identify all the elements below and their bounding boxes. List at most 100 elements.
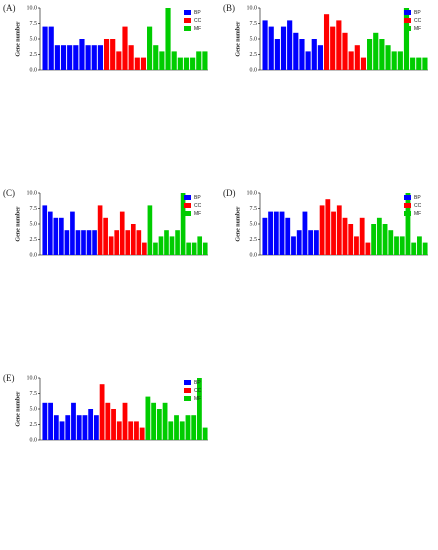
bar <box>376 217 382 255</box>
legend-label: BP <box>194 10 201 16</box>
bar <box>79 39 85 70</box>
y-tick-label: 10.0 <box>247 190 258 196</box>
legend-label: CC <box>414 18 422 24</box>
bar <box>158 236 164 255</box>
bar <box>134 57 140 70</box>
legend-swatch <box>184 195 191 200</box>
panel-label: (E) <box>3 373 15 383</box>
legend-label: BP <box>194 380 201 386</box>
bar <box>116 51 122 70</box>
bar <box>174 415 179 440</box>
bar <box>153 45 159 70</box>
bar <box>397 51 403 70</box>
bar <box>202 427 208 440</box>
bar <box>130 224 136 255</box>
bar <box>93 415 99 440</box>
bar <box>42 26 48 71</box>
bar <box>82 415 88 440</box>
bar <box>110 39 116 70</box>
y-tick-label: 2.5 <box>250 52 258 58</box>
bar <box>371 224 377 255</box>
legend-swatch <box>184 18 191 23</box>
bar <box>119 211 125 255</box>
bar <box>128 421 134 440</box>
bar <box>171 51 177 70</box>
legend-swatch <box>404 18 411 23</box>
bar <box>274 39 280 70</box>
y-axis-label: Gene number <box>15 21 21 57</box>
bar <box>65 415 71 440</box>
bar <box>92 230 97 255</box>
bar <box>75 230 81 255</box>
bar <box>111 409 116 440</box>
legend-label: MF <box>194 396 201 402</box>
y-tick-label: 10.0 <box>27 5 38 11</box>
bar <box>105 402 111 440</box>
y-axis-label: Gene number <box>235 21 241 57</box>
bar <box>348 224 354 255</box>
bar <box>103 39 110 70</box>
legend-swatch <box>404 203 411 208</box>
bar <box>169 236 175 255</box>
bar <box>342 32 348 70</box>
bar <box>354 45 360 70</box>
panel-label: (B) <box>223 3 235 13</box>
legend-label: BP <box>414 10 421 16</box>
bar <box>165 8 171 70</box>
legend-swatch <box>404 26 411 31</box>
bar <box>311 39 317 70</box>
legend-swatch <box>184 396 191 401</box>
bar <box>142 242 147 255</box>
bar <box>379 39 385 70</box>
bar <box>183 57 190 70</box>
legend-label: MF <box>414 211 421 217</box>
legend-label: BP <box>414 195 421 201</box>
y-tick-label: 7.5 <box>30 391 38 397</box>
bar <box>280 26 287 71</box>
legend-label: CC <box>194 388 202 394</box>
bar <box>313 230 319 255</box>
y-axis-label: Gene number <box>15 391 21 427</box>
bar <box>116 421 122 440</box>
legend-swatch <box>184 388 191 393</box>
legend-label: MF <box>194 26 201 32</box>
bar <box>268 211 273 255</box>
panel: (C) Gene number 0.0 2.5 5.0 7.5 10.0 BP CC MF <box>3 188 208 258</box>
bar <box>134 421 139 440</box>
bar <box>411 242 417 255</box>
bar <box>385 45 391 70</box>
bar <box>403 8 410 70</box>
bar <box>47 211 53 255</box>
panel: (D) Gene number 0.0 2.5 5.0 7.5 10.0 BP CC MF <box>223 188 428 258</box>
bar <box>125 230 131 255</box>
y-tick-label: 2.5 <box>250 237 258 243</box>
bar <box>299 39 305 70</box>
bar <box>53 217 59 255</box>
bar <box>273 211 279 255</box>
bar <box>162 402 168 440</box>
y-tick-label: 7.5 <box>250 21 258 27</box>
bar <box>185 415 191 440</box>
bar <box>73 45 79 70</box>
bar <box>114 230 120 255</box>
bar <box>342 217 348 255</box>
legend-label: BP <box>194 195 201 201</box>
bar <box>177 57 183 70</box>
y-tick-label: 7.5 <box>30 206 38 212</box>
bar <box>175 230 180 255</box>
y-tick-label: 0.0 <box>250 252 258 258</box>
bar <box>296 230 302 255</box>
panel-label: (A) <box>3 3 16 13</box>
bar <box>179 421 185 440</box>
legend-label: CC <box>194 203 202 209</box>
bar <box>196 51 202 70</box>
bar <box>399 236 405 255</box>
panel: (B) Gene number 0.0 2.5 5.0 7.5 10.0 BP CC MF <box>223 3 428 73</box>
y-tick-label: 0.0 <box>30 252 38 258</box>
bar <box>331 211 336 255</box>
bar <box>197 236 203 255</box>
bar <box>91 45 97 70</box>
bar <box>122 26 128 71</box>
legend-swatch <box>184 211 191 216</box>
bar <box>325 199 331 255</box>
